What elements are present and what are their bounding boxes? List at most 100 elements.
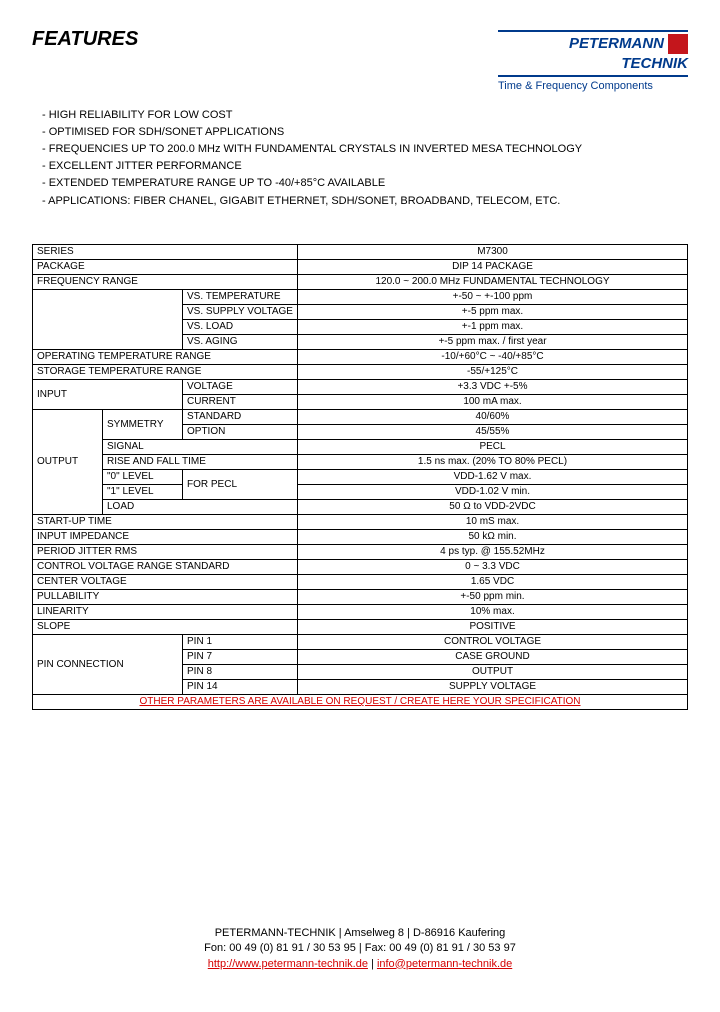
feature-item: - HIGH RELIABILITY FOR LOW COST [42,107,688,124]
spec-sublabel: PIN 1 [183,634,298,649]
logo-block [668,34,688,54]
spec-sublabel: PIN 8 [183,664,298,679]
spec-value: +-50 ~ +-100 ppm [298,289,688,304]
features-list: - HIGH RELIABILITY FOR LOW COST - OPTIMI… [32,107,688,209]
spec-value: 1.65 VDC [298,574,688,589]
spec-value: 10 mS max. [298,514,688,529]
spec-value: POSITIVE [298,619,688,634]
spec-label: LINEARITY [33,604,298,619]
spec-value: CONTROL VOLTAGE [298,634,688,649]
spec-label: PACKAGE [33,259,298,274]
spec-value: SUPPLY VOLTAGE [298,679,688,694]
table-row: INPUT IMPEDANCE50 kΩ min. [33,529,688,544]
table-row: PACKAGEDIP 14 PACKAGE [33,259,688,274]
logo-text-1: PETERMANN [569,34,668,54]
spec-sublabel: RISE AND FALL TIME [103,454,298,469]
spec-value: 1.5 ns max. (20% TO 80% PECL) [298,454,688,469]
spec-sublabel: SYMMETRY [103,409,183,439]
footer-line: Fon: 00 49 (0) 81 91 / 30 53 95 | Fax: 0… [0,941,720,956]
logo-text-2: TECHNIK [498,54,688,74]
spec-sublabel: VS. LOAD [183,319,298,334]
spec-value: M7300 [298,244,688,259]
spec-label: CONTROL VOLTAGE RANGE STANDARD [33,559,298,574]
table-note[interactable]: OTHER PARAMETERS ARE AVAILABLE ON REQUES… [33,694,688,709]
spec-label [33,289,183,349]
table-row: STORAGE TEMPERATURE RANGE-55/+125°C [33,364,688,379]
table-row: OPERATING TEMPERATURE RANGE-10/+60°C ~ -… [33,349,688,364]
spec-table: SERIESM7300 PACKAGEDIP 14 PACKAGE FREQUE… [32,244,688,710]
spec-value: 4 ps typ. @ 155.52MHz [298,544,688,559]
spec-value: 120.0 ~ 200.0 MHz FUNDAMENTAL TECHNOLOGY [298,274,688,289]
spec-sublabel: STANDARD [183,409,298,424]
feature-item: - EXTENDED TEMPERATURE RANGE UP TO -40/+… [42,175,688,192]
page-footer: PETERMANN-TECHNIK | Amselweg 8 | D-86916… [0,926,720,972]
spec-label: PULLABILITY [33,589,298,604]
spec-label: PIN CONNECTION [33,634,183,694]
table-row: SERIESM7300 [33,244,688,259]
spec-value: +-1 ppm max. [298,319,688,334]
table-row: SLOPEPOSITIVE [33,619,688,634]
table-row: INPUTVOLTAGE+3.3 VDC +-5% [33,379,688,394]
spec-sublabel: "1" LEVEL [103,484,183,499]
spec-value: -10/+60°C ~ -40/+85°C [298,349,688,364]
spec-value: VDD-1.02 V min. [298,484,688,499]
logo-tagline: Time & Frequency Components [498,79,688,93]
spec-value: -55/+125°C [298,364,688,379]
spec-value: CASE GROUND [298,649,688,664]
spec-label: OPERATING TEMPERATURE RANGE [33,349,298,364]
table-row: SIGNALPECL [33,439,688,454]
page-title: FEATURES [32,28,138,51]
feature-item: - APPLICATIONS: FIBER CHANEL, GIGABIT ET… [42,193,688,210]
table-row: PIN CONNECTIONPIN 1CONTROL VOLTAGE [33,634,688,649]
table-row: "0" LEVELFOR PECLVDD-1.62 V max. [33,469,688,484]
spec-label: PERIOD JITTER RMS [33,544,298,559]
spec-sublabel: VS. SUPPLY VOLTAGE [183,304,298,319]
table-row: VS. TEMPERATURE+-50 ~ +-100 ppm [33,289,688,304]
spec-value: VDD-1.62 V max. [298,469,688,484]
spec-value: +-5 ppm max. [298,304,688,319]
spec-label: OUTPUT [33,409,103,514]
spec-label: CENTER VOLTAGE [33,574,298,589]
spec-sublabel: VOLTAGE [183,379,298,394]
table-row: PERIOD JITTER RMS4 ps typ. @ 155.52MHz [33,544,688,559]
spec-label: STORAGE TEMPERATURE RANGE [33,364,298,379]
spec-sublabel: CURRENT [183,394,298,409]
spec-sublabel: LOAD [103,499,298,514]
spec-value: +-50 ppm min. [298,589,688,604]
footer-separator: | [368,958,377,970]
spec-sublabel: PIN 14 [183,679,298,694]
feature-item: - FREQUENCIES UP TO 200.0 MHz WITH FUNDA… [42,141,688,158]
spec-sublabel: "0" LEVEL [103,469,183,484]
spec-label: SLOPE [33,619,298,634]
table-row: RISE AND FALL TIME1.5 ns max. (20% TO 80… [33,454,688,469]
spec-sublabel: FOR PECL [183,469,298,499]
spec-sublabel: SIGNAL [103,439,298,454]
table-row: START-UP TIME10 mS max. [33,514,688,529]
table-row: CONTROL VOLTAGE RANGE STANDARD0 ~ 3.3 VD… [33,559,688,574]
spec-sublabel: VS. AGING [183,334,298,349]
spec-label: SERIES [33,244,298,259]
spec-value: DIP 14 PACKAGE [298,259,688,274]
footer-email-link[interactable]: info@petermann-technik.de [377,958,512,970]
spec-value: +-5 ppm max. / first year [298,334,688,349]
table-row: LINEARITY10% max. [33,604,688,619]
spec-value: 0 ~ 3.3 VDC [298,559,688,574]
table-note-row: OTHER PARAMETERS ARE AVAILABLE ON REQUES… [33,694,688,709]
table-row: "1" LEVEL VDD-1.02 V min. [33,484,688,499]
table-row: PULLABILITY+-50 ppm min. [33,589,688,604]
spec-value: 40/60% [298,409,688,424]
spec-sublabel: OPTION [183,424,298,439]
footer-line: PETERMANN-TECHNIK | Amselweg 8 | D-86916… [0,926,720,941]
spec-value: 10% max. [298,604,688,619]
company-logo: PETERMANN TECHNIK Time & Frequency Compo… [498,28,688,93]
table-row: CENTER VOLTAGE1.65 VDC [33,574,688,589]
footer-website-link[interactable]: http://www.petermann-technik.de [208,958,368,970]
spec-sublabel: VS. TEMPERATURE [183,289,298,304]
table-row: FREQUENCY RANGE120.0 ~ 200.0 MHz FUNDAME… [33,274,688,289]
spec-value: +3.3 VDC +-5% [298,379,688,394]
spec-value: PECL [298,439,688,454]
feature-item: - OPTIMISED FOR SDH/SONET APPLICATIONS [42,124,688,141]
spec-label: FREQUENCY RANGE [33,274,298,289]
feature-item: - EXCELLENT JITTER PERFORMANCE [42,158,688,175]
spec-label: START-UP TIME [33,514,298,529]
